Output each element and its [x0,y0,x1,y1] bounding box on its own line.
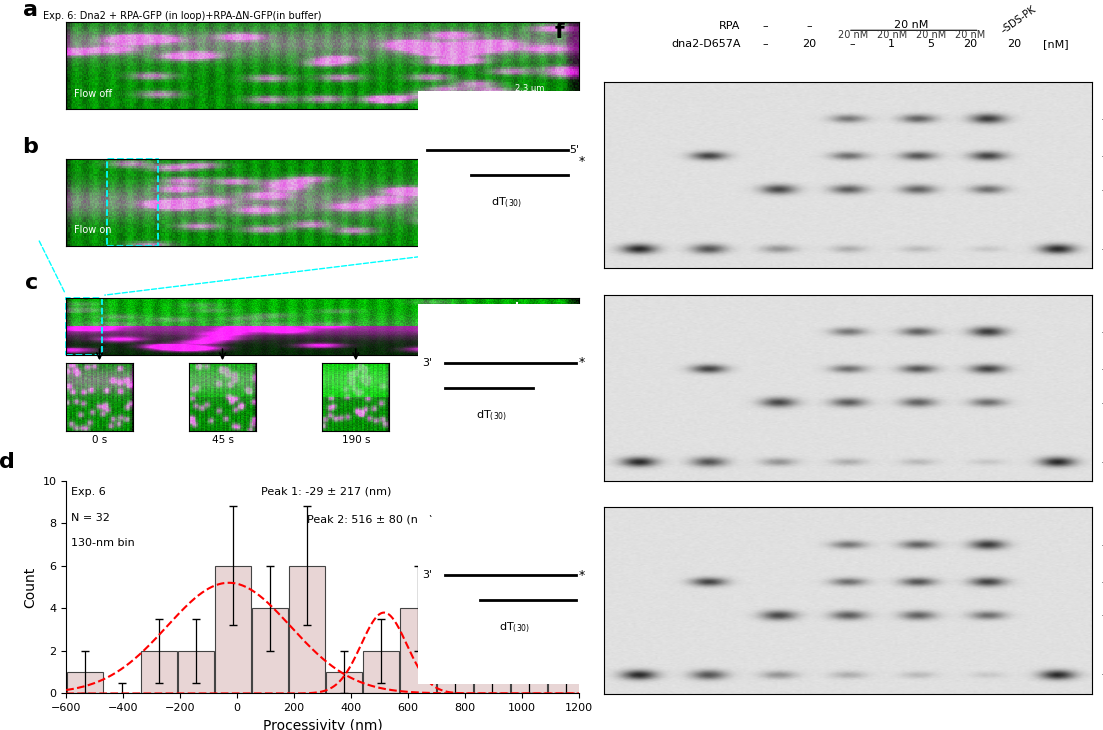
Text: –: – [850,39,856,49]
Text: Peak 2: 516 ± 80 (nm): Peak 2: 516 ± 80 (nm) [307,515,433,525]
Text: Exp. 6: Dna2 + RPA-GFP (in loop)+RPA-ΔN-GFP(in buffer): Exp. 6: Dna2 + RPA-GFP (in loop)+RPA-ΔN-… [43,11,322,21]
Text: [nM]: [nM] [1043,39,1069,49]
Text: –: – [762,39,768,49]
Text: - DNA/RPA: - DNA/RPA [1102,398,1103,407]
Text: 130-nm bin: 130-nm bin [72,538,135,548]
Bar [400,608,436,693]
Text: - DNA/dna2-D657A: - DNA/dna2-D657A [1102,365,1103,374]
Text: 2.3 μm: 2.3 μm [515,85,544,93]
Text: 20: 20 [802,39,816,49]
Bar [289,566,324,694]
Text: Flow off: Flow off [74,88,111,99]
Bar [548,672,583,694]
Text: –: – [806,21,812,31]
Bar [178,651,214,693]
Text: a: a [23,0,38,20]
Text: 20 nM: 20 nM [895,20,929,30]
X-axis label: Processivity (nm): Processivity (nm) [263,719,383,730]
Text: Flow on: Flow on [74,226,111,235]
Text: 20 nM: 20 nM [837,30,868,39]
Text: - DNA: - DNA [1102,458,1103,466]
Text: 5: 5 [928,39,934,49]
Text: 20: 20 [963,39,977,49]
Text: b: b [22,137,38,157]
Text: dna2-D657A: dna2-D657A [671,39,740,49]
Text: - DNA/RPA: - DNA/RPA [1102,611,1103,620]
Bar [107,158,159,246]
Text: c: c [24,273,38,293]
Text: –SDS-PK: –SDS-PK [999,4,1038,35]
Text: - DNA/dna2-D657A/RPA: - DNA/dna2-D657A/RPA [1102,115,1103,124]
Bar [437,672,473,694]
Text: - DNA: - DNA [1102,245,1103,254]
Text: f: f [555,22,565,42]
Bar [251,608,288,693]
Text: Exp. 6: Exp. 6 [72,487,106,497]
Text: 1: 1 [888,39,896,49]
Text: - DNA/dna2-D657A/RPA: - DNA/dna2-D657A/RPA [1102,540,1103,549]
Text: - DNA/dna2-D657A/RPA: - DNA/dna2-D657A/RPA [1102,328,1103,337]
Text: 20 nM: 20 nM [915,30,946,39]
Text: 20 nM: 20 nM [877,30,907,39]
Text: N = 32: N = 32 [72,512,110,523]
Bar [511,672,547,694]
Bar [325,672,362,694]
Text: RPA: RPA [719,21,740,31]
Text: - DNA: - DNA [1102,670,1103,680]
Text: Peak 1: -29 ± 217 (nm): Peak 1: -29 ± 217 (nm) [261,487,392,497]
Y-axis label: Count: Count [23,566,36,607]
Text: 20: 20 [1007,39,1021,49]
Text: - DNA/RPA: - DNA/RPA [1102,185,1103,194]
Bar [215,566,250,694]
Bar [67,672,103,694]
Text: 2.3 μm: 2.3 μm [515,221,544,230]
Text: - DNA/dna2-D657A: - DNA/dna2-D657A [1102,577,1103,586]
Text: - DNA/dna2-D657A: - DNA/dna2-D657A [1102,152,1103,161]
Bar [141,651,176,693]
Bar [474,672,510,694]
Bar [363,651,399,693]
Text: d: d [0,452,15,472]
Text: 20 nM: 20 nM [955,30,985,39]
Text: –: – [762,21,768,31]
